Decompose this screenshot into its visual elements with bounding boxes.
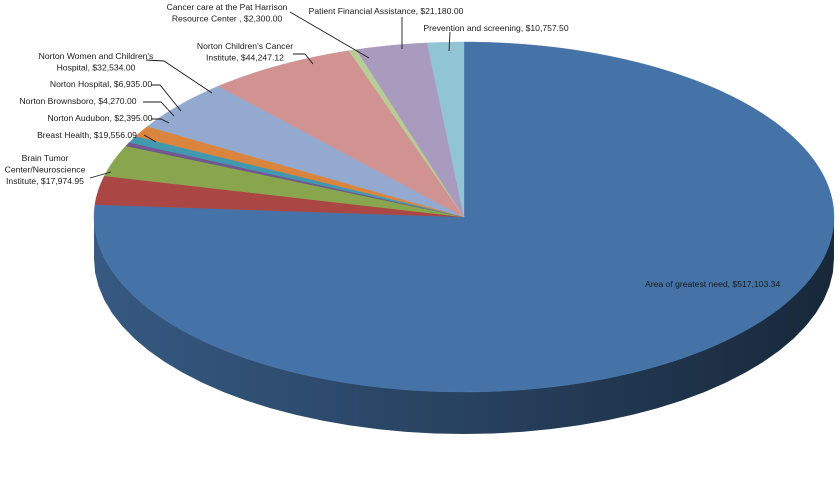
pie-slice-7 [217, 50, 465, 218]
leader-line-women [145, 59, 213, 94]
data-label-line: Norton Audubon, $2,395.00 [47, 113, 152, 123]
data-label-line: Breast Health, $19,556.09 [37, 130, 137, 140]
data-label-line: Resource Center , $2,300.00 [172, 14, 283, 24]
data-label-line: Cancer care at the Pat Harrison [167, 2, 288, 12]
data-label-line: Norton Children's Cancer [197, 41, 293, 51]
data-label-brain: Brain Tumor Center/Neuroscience Institute,… [5, 153, 86, 186]
pie-slices [93, 41, 835, 393]
data-label-area: Area of greatest need, $517,103.34 [645, 279, 780, 289]
data-label-line: Brain Tumor [22, 153, 69, 163]
data-label-hospital: Norton Hospital, $6,935.00 [50, 79, 152, 89]
pie-side-walls [94, 217, 834, 434]
data-label-line: Institute, $17,974.95 [6, 176, 84, 186]
pie-slice-5 [135, 126, 465, 218]
leader-line-brain [89, 171, 112, 179]
pie-slice-10 [426, 41, 465, 218]
pie-slice-side [94, 217, 834, 434]
data-label-cancer_inst: Norton Children's Cancer Institute, $44,2… [197, 41, 293, 63]
leader-line-breast [143, 134, 157, 143]
pie-labels: Area of greatest need, $517,103.34 Brain … [5, 2, 781, 289]
data-label-women: Norton Women and Children's Hospital, $32… [39, 51, 154, 73]
data-label-line: Norton Women and Children's [39, 51, 154, 61]
leader-line-hospital [151, 84, 182, 112]
leader-line-prevention [448, 31, 451, 52]
leader-line-audubon [151, 118, 170, 124]
pie-slice-1 [94, 175, 465, 218]
data-label-line: Prevention and screening, $10,757.50 [423, 23, 568, 33]
data-label-breast: Breast Health, $19,556.09 [37, 130, 137, 140]
data-label-line: Norton Hospital, $6,935.00 [50, 79, 152, 89]
data-label-line: Center/Neuroscience [5, 165, 86, 175]
data-label-patient: Patient Financial Assistance, $21,180.00 [309, 6, 464, 16]
data-label-line: Institute, $44,247.12 [206, 53, 284, 63]
data-label-line: Norton Brownsboro, $4,270.00 [19, 96, 136, 106]
pie-slice-4 [128, 136, 465, 218]
leader-line-brownsboro [143, 101, 175, 117]
pie-slice-9 [355, 42, 465, 218]
data-label-pat: Cancer care at the Pat Harrison Resource … [167, 2, 288, 24]
data-label-brownsboro: Norton Brownsboro, $4,270.00 [19, 96, 136, 106]
pie-slice-6 [146, 85, 465, 218]
data-label-line: Patient Financial Assistance, $21,180.00 [309, 6, 464, 16]
data-label-line: Hospital, $32,534.00 [57, 63, 136, 73]
leader-line-cancer_inst [293, 53, 314, 65]
pie-slice-8 [348, 49, 465, 218]
leader-line-pat [289, 11, 370, 59]
data-label-line: Area of greatest need, $517,103.34 [645, 279, 780, 289]
data-label-prevention: Prevention and screening, $10,757.50 [423, 23, 568, 33]
data-label-audubon: Norton Audubon, $2,395.00 [47, 113, 152, 123]
